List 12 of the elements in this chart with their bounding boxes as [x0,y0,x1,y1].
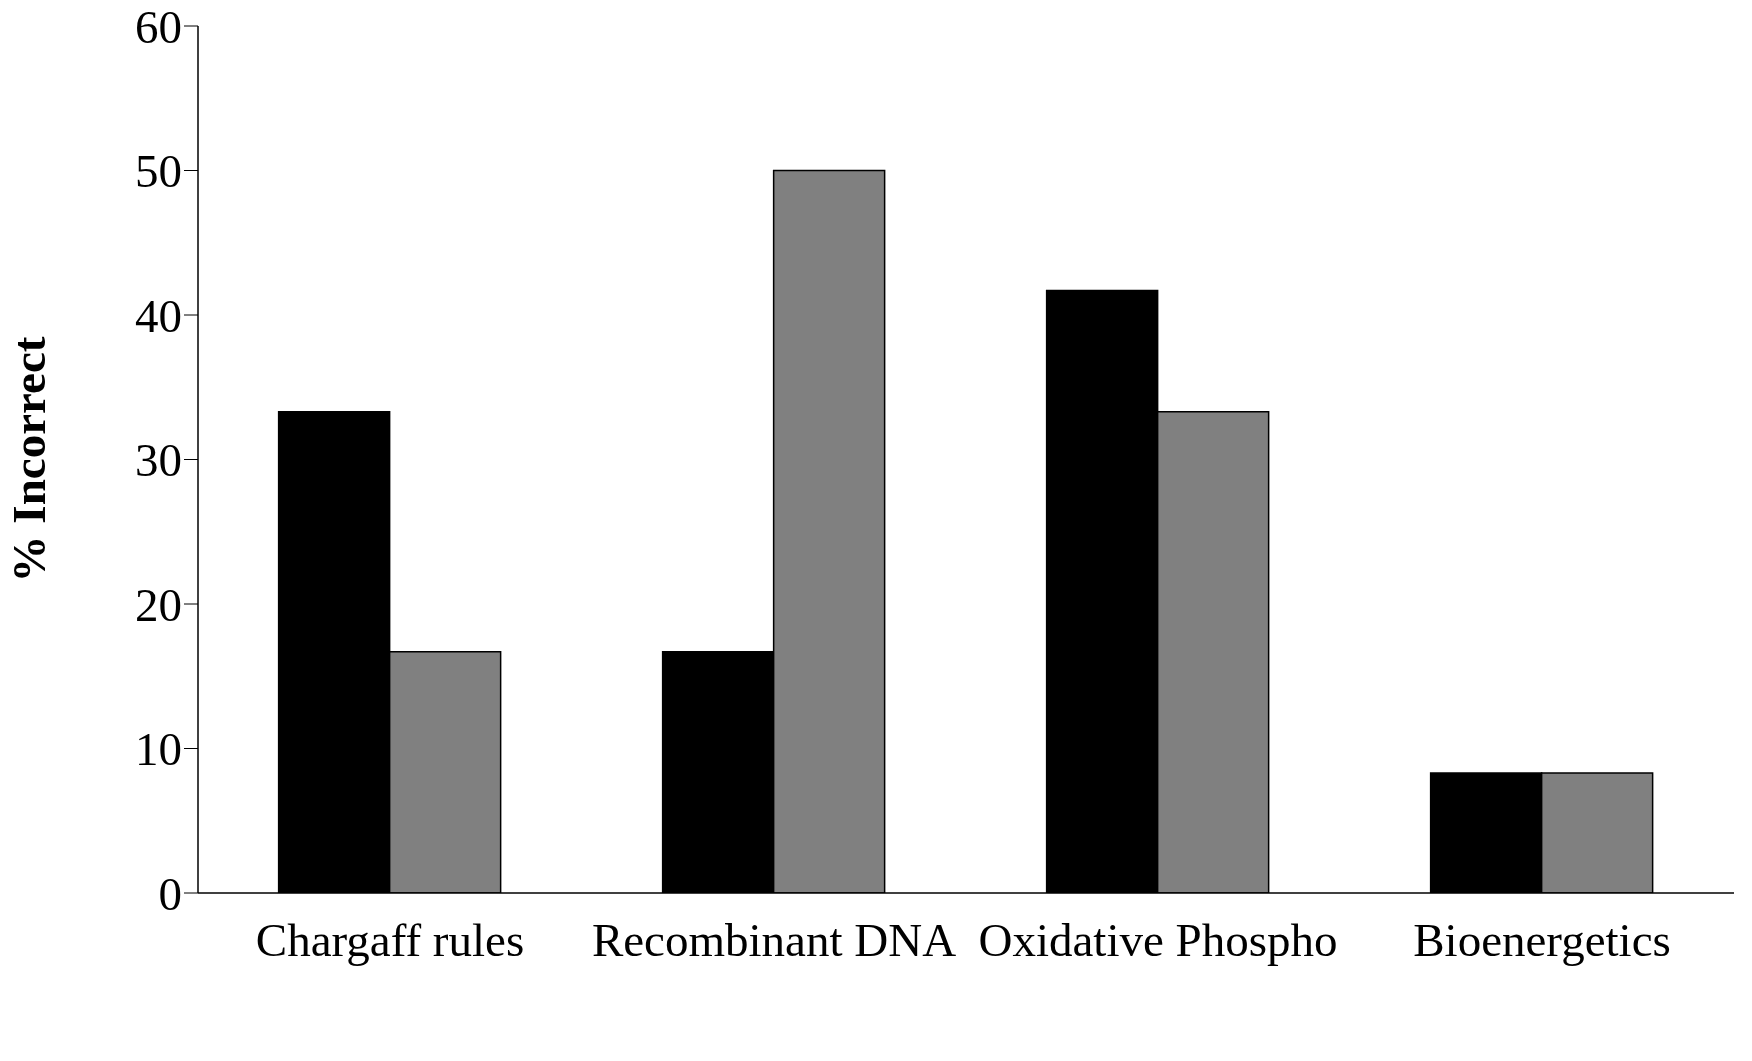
y-axis-title: % Incorrect [2,336,55,583]
y-tick-label: 50 [135,145,182,198]
y-tick-label: 40 [135,289,182,342]
x-tick-label: Chargaff rules [255,914,525,967]
y-tick-label: 30 [135,434,182,487]
x-tick-label: Bioenergetics [1413,914,1671,967]
y-tick-label: 10 [135,723,182,776]
y-tick-label: 0 [158,867,182,920]
x-tick-label: Oxidative Phospho [978,914,1338,967]
y-tick-label: 20 [135,578,182,631]
y-tick-label: 60 [135,0,182,53]
x-tick-label: Recombinant DNA [591,914,957,967]
